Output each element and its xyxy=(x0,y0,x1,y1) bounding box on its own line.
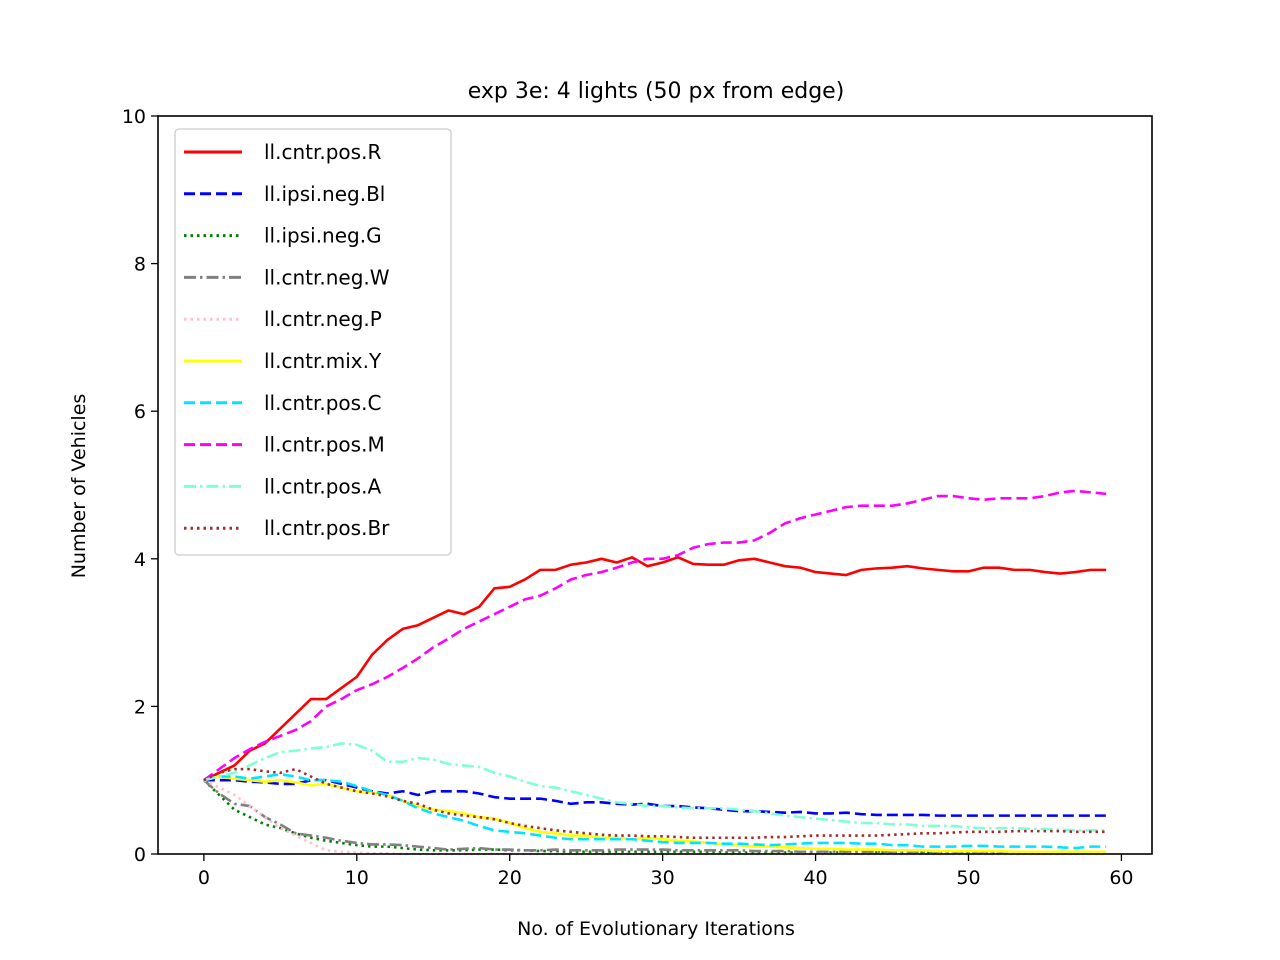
x-tick-label: 60 xyxy=(1109,867,1133,889)
legend-label: ll.ipsi.neg.G xyxy=(264,224,382,248)
y-tick-label: 6 xyxy=(134,401,146,423)
y-tick-label: 0 xyxy=(134,844,146,866)
x-tick-label: 50 xyxy=(956,867,980,889)
series-line-7 xyxy=(203,489,1107,782)
legend-label: ll.cntr.pos.C xyxy=(264,391,381,415)
series-line-9 xyxy=(203,767,1107,840)
legend-label: ll.cntr.mix.Y xyxy=(264,349,382,373)
chart-title: exp 3e: 4 lights (50 px from edge) xyxy=(468,79,845,104)
y-tick-label: 10 xyxy=(122,106,146,128)
series-line-8 xyxy=(203,741,1107,832)
x-tick-label: 20 xyxy=(498,867,522,889)
x-tick-label: 30 xyxy=(651,867,675,889)
x-tick-label: 0 xyxy=(198,867,210,889)
legend-label: ll.cntr.pos.M xyxy=(264,433,385,457)
y-axis: 0 2 4 6 8 10 xyxy=(122,106,158,866)
x-axis-label: No. of Evolutionary Iterations xyxy=(517,918,795,940)
x-tick-label: 10 xyxy=(345,867,369,889)
legend-label: ll.cntr.pos.A xyxy=(264,474,381,498)
legend-label: ll.ipsi.neg.Bl xyxy=(264,182,385,206)
series-line-6 xyxy=(203,772,1107,850)
x-axis: 0 10 20 30 40 50 60 xyxy=(198,854,1134,889)
y-axis-label: Number of Vehicles xyxy=(68,394,90,579)
y-tick-label: 8 xyxy=(134,254,146,276)
legend: ll.cntr.pos.R ll.ipsi.neg.Bl ll.ipsi.neg.G… xyxy=(174,128,452,556)
legend-label: ll.cntr.pos.R xyxy=(264,140,381,164)
y-tick-label: 2 xyxy=(134,696,146,718)
series-line-2 xyxy=(202,779,1107,854)
legend-label: ll.cntr.neg.W xyxy=(264,265,390,289)
plot-frame xyxy=(157,115,1153,855)
y-tick-label: 4 xyxy=(134,549,146,571)
legend-box xyxy=(174,128,452,556)
series-line-0 xyxy=(203,556,1107,782)
legend-label: ll.cntr.pos.Br xyxy=(264,516,390,540)
x-tick-label: 40 xyxy=(803,867,827,889)
series-layer xyxy=(202,489,1107,856)
legend-label: ll.cntr.neg.P xyxy=(264,307,382,331)
